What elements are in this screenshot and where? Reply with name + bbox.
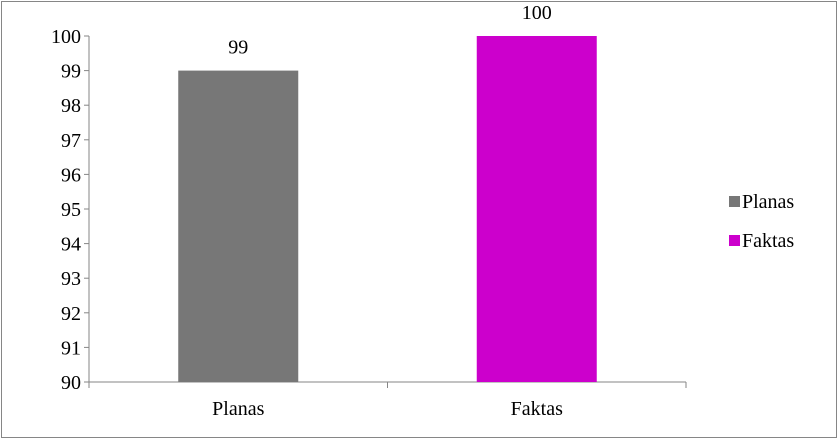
x-category-label: Planas <box>212 398 264 420</box>
x-axis: Planas Faktas <box>88 381 687 420</box>
y-tick-label: 100 <box>51 26 81 48</box>
y-tick-label: 96 <box>61 164 81 186</box>
legend: Planas Faktas <box>729 191 794 252</box>
x-category-label: Faktas <box>511 398 563 420</box>
legend-label: Planas <box>742 191 794 213</box>
data-label: 99 <box>228 37 248 59</box>
y-tick-label: 90 <box>61 372 81 394</box>
legend-label: Faktas <box>742 230 794 252</box>
bars <box>178 36 597 382</box>
y-axis: 90 91 92 93 94 95 96 97 98 99 100 <box>51 26 90 394</box>
y-tick-label: 93 <box>61 268 81 290</box>
y-tick-label: 95 <box>61 199 81 221</box>
y-tick-label: 99 <box>61 61 81 83</box>
bar-planas <box>178 70 299 382</box>
data-label: 100 <box>522 2 552 24</box>
y-tick-label: 94 <box>61 234 81 256</box>
legend-swatch-faktas <box>729 235 740 246</box>
y-tick-label: 92 <box>61 303 81 325</box>
data-labels: 99 100 <box>228 2 552 59</box>
bar-faktas <box>476 36 597 382</box>
legend-swatch-planas <box>729 196 740 207</box>
y-tick-label: 97 <box>61 130 81 152</box>
y-tick-label: 91 <box>61 337 81 359</box>
y-tick-label: 98 <box>61 95 81 117</box>
